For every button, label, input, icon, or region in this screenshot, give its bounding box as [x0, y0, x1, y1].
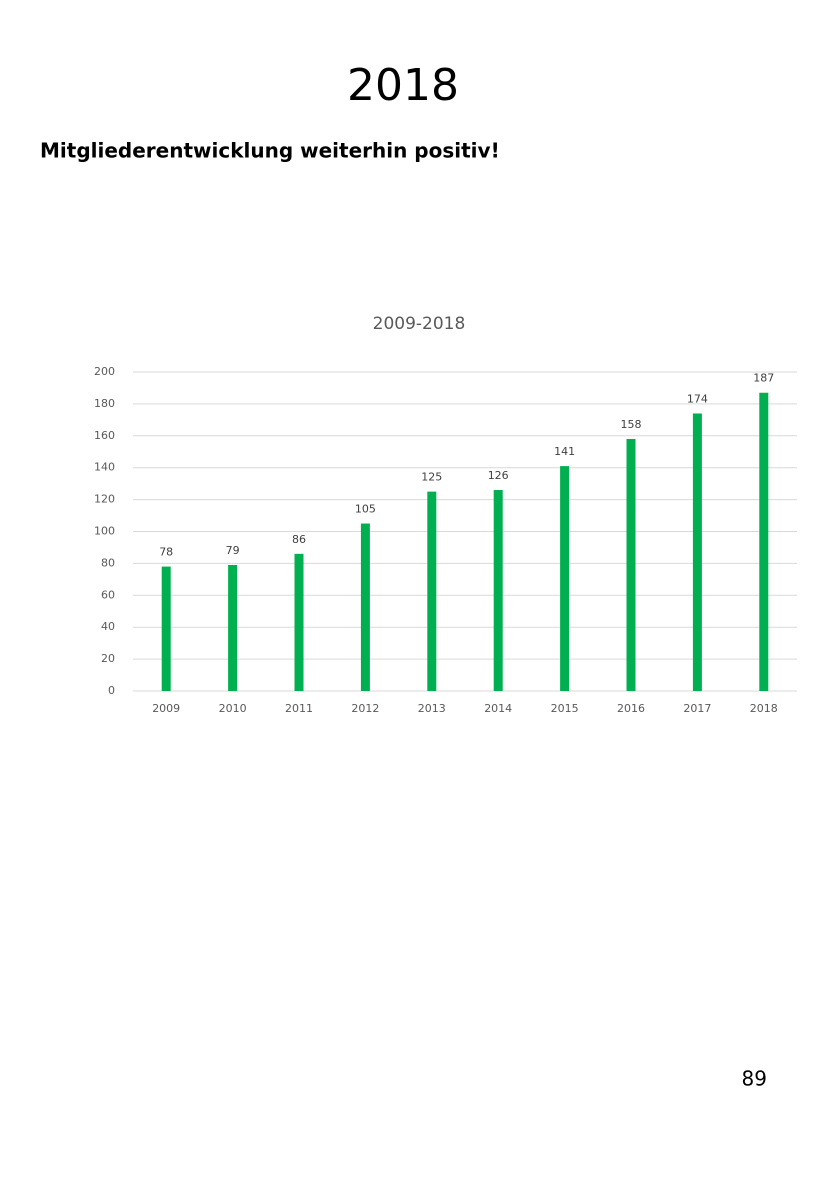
bar	[560, 466, 570, 691]
x-tick-label: 2018	[750, 702, 778, 715]
data-label: 86	[292, 533, 306, 546]
y-tick-label: 160	[94, 429, 115, 442]
data-label: 187	[753, 372, 774, 385]
chart-title: 2009-2018	[373, 314, 466, 334]
y-tick-label: 0	[108, 684, 115, 697]
y-tick-label: 100	[94, 525, 115, 538]
data-label: 105	[355, 503, 376, 516]
y-tick-label: 180	[94, 397, 115, 410]
data-label: 78	[159, 546, 173, 559]
bar	[294, 553, 304, 691]
page-number: 89	[742, 1067, 767, 1091]
y-tick-label: 20	[101, 652, 115, 665]
y-tick-label: 40	[101, 620, 115, 633]
x-tick-label: 2012	[351, 702, 379, 715]
x-tick-label: 2014	[484, 702, 512, 715]
x-tick-label: 2009	[152, 702, 180, 715]
x-tick-label: 2010	[219, 702, 247, 715]
data-label: 141	[554, 445, 575, 458]
data-label: 158	[621, 418, 642, 431]
y-tick-label: 120	[94, 493, 115, 506]
x-tick-label: 2017	[683, 702, 711, 715]
x-tick-label: 2013	[418, 702, 446, 715]
y-tick-label: 80	[101, 556, 115, 569]
y-tick-label: 60	[101, 588, 115, 601]
data-label: 126	[488, 469, 509, 482]
y-tick-label: 200	[94, 365, 115, 378]
data-label: 79	[226, 544, 240, 557]
bar	[161, 566, 171, 691]
bar	[427, 491, 437, 691]
bar	[360, 523, 370, 691]
page-title: 2018	[347, 60, 459, 111]
data-label: 125	[421, 471, 442, 484]
data-label: 174	[687, 392, 708, 405]
bar	[228, 564, 238, 691]
bar	[493, 490, 503, 691]
subtitle: Mitgliederentwicklung weiterhin positiv!	[40, 139, 500, 163]
bar	[692, 413, 702, 691]
x-tick-label: 2011	[285, 702, 313, 715]
bar	[759, 392, 769, 691]
x-tick-label: 2015	[551, 702, 579, 715]
x-tick-label: 2016	[617, 702, 645, 715]
bar	[626, 438, 636, 691]
y-tick-label: 140	[94, 461, 115, 474]
